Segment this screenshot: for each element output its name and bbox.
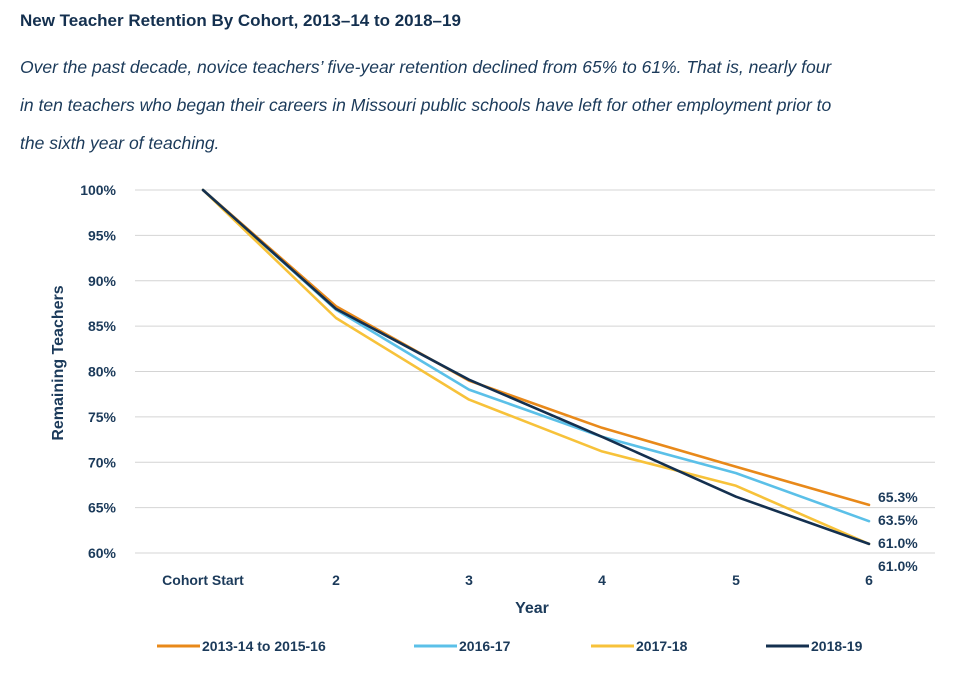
y-tick-label: 90% <box>88 273 117 289</box>
y-tick-label: 80% <box>88 364 117 380</box>
x-tick-label: 5 <box>732 572 740 588</box>
x-tick-label: Cohort Start <box>162 572 244 588</box>
y-tick-label: 95% <box>88 227 117 243</box>
y-tick-label: 70% <box>88 454 117 470</box>
series-lines <box>201 188 871 546</box>
subtitle-line-3: the sixth year of teaching. <box>20 133 220 153</box>
y-tick-label: 65% <box>88 500 117 516</box>
end-label-3: 61.0% <box>878 535 918 551</box>
end-label-2: 63.5% <box>878 512 918 528</box>
x-tick-label: 4 <box>598 572 606 588</box>
series-line-4 <box>201 188 871 546</box>
chart-title: New Teacher Retention By Cohort, 2013–14… <box>20 11 461 30</box>
x-tick-label: 3 <box>465 572 473 588</box>
x-axis-title: Year <box>515 600 549 617</box>
y-tick-label: 85% <box>88 318 117 334</box>
series-line-2 <box>201 188 871 523</box>
legend-label: 2016-17 <box>459 638 511 654</box>
subtitle-line-1: Over the past decade, novice teachers’ f… <box>20 57 832 77</box>
x-tick-label: 2 <box>332 572 340 588</box>
end-label-4: 61.0% <box>878 558 918 574</box>
legend-label: 2017-18 <box>636 638 688 654</box>
y-axis-ticks: 100% 95% 90% 85% 80% 75% 70% 65% 60% <box>80 182 116 561</box>
y-tick-label: 100% <box>80 182 116 198</box>
gridlines <box>135 189 935 554</box>
subtitle-line-2: in ten teachers who began their careers … <box>20 95 832 115</box>
x-axis-ticks: Cohort Start 2 3 4 5 6 <box>162 572 873 588</box>
y-tick-label: 75% <box>88 409 117 425</box>
chart-subtitle: Over the past decade, novice teachers’ f… <box>20 48 950 162</box>
end-label-1: 65.3% <box>878 489 918 505</box>
end-labels: 65.3% 63.5% 61.0% 61.0% <box>878 489 918 574</box>
y-tick-label: 60% <box>88 545 117 561</box>
y-axis-title: Remaining Teachers <box>50 285 67 440</box>
legend-label: 2018-19 <box>811 638 863 654</box>
legend-label: 2013-14 to 2015-16 <box>202 638 326 654</box>
series-line-1 <box>201 188 871 507</box>
x-tick-label: 6 <box>865 572 873 588</box>
legend: 2013-14 to 2015-16 2016-17 2017-18 2018-19 <box>157 638 863 654</box>
series-line-3 <box>201 188 871 546</box>
